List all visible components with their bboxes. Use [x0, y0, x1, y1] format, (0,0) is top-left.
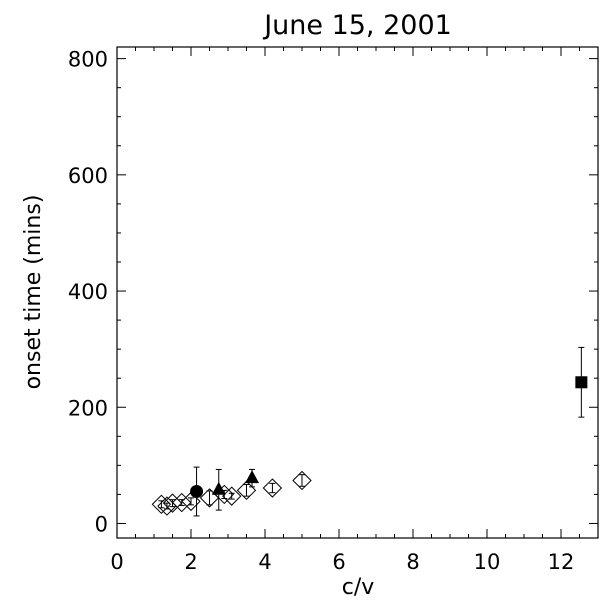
diamond-marker [172, 492, 192, 513]
x-tick-label: 8 [406, 550, 419, 574]
circle-marker [190, 485, 204, 499]
x-tick-label: 0 [110, 550, 123, 574]
y-tick-label: 400 [68, 280, 108, 304]
data-points [151, 346, 588, 517]
y-axis-label: onset time (mins) [21, 195, 46, 390]
diamond-marker [262, 478, 283, 498]
triangle-marker [245, 470, 260, 484]
y-tick-label: 600 [68, 164, 108, 188]
data-point [190, 466, 204, 517]
x-axis-label: c/v [342, 575, 375, 600]
data-point [211, 468, 226, 511]
x-tick-label: 6 [332, 550, 345, 574]
data-point [245, 468, 260, 488]
chart-title: June 15, 2001 [262, 10, 452, 41]
data-point [292, 470, 312, 491]
x-tick-label: 10 [474, 550, 501, 574]
data-point [221, 486, 242, 506]
diamond-marker [221, 486, 242, 506]
x-tick-label: 2 [184, 550, 197, 574]
diamond-marker [151, 494, 172, 515]
data-point [172, 492, 192, 513]
y-tick-label: 0 [95, 512, 108, 536]
data-point [262, 478, 283, 498]
triangle-marker [211, 481, 226, 495]
axis-ticks [116, 47, 599, 538]
diamond-marker [162, 493, 183, 513]
diamond-marker [292, 470, 312, 491]
data-point [162, 493, 183, 513]
y-tick-label: 800 [68, 48, 108, 72]
x-tick-label: 12 [548, 550, 575, 574]
axis-tick-labels: 0 2 4 6 8 10 12 0 200 400 600 800 [68, 48, 574, 574]
square-marker [575, 376, 588, 389]
data-point [575, 346, 588, 418]
y-tick-label: 200 [68, 396, 108, 420]
x-tick-label: 4 [258, 550, 271, 574]
plot-frame [116, 46, 599, 539]
